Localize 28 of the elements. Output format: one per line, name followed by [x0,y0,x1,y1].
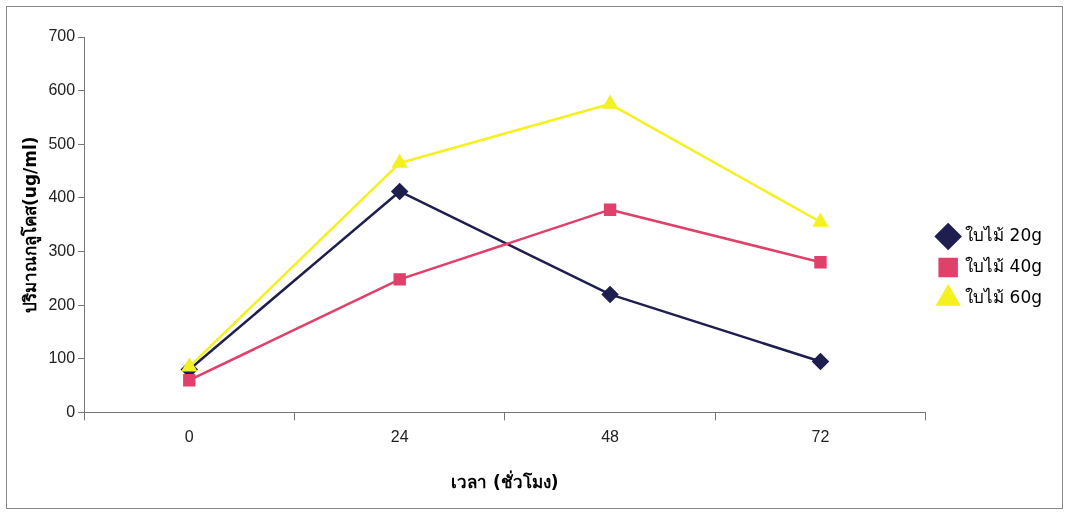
x-axis-title: เวลา (ชั่วโมง) [451,470,559,493]
y-tick-label: 500 [48,134,76,152]
point [603,203,617,216]
point [391,183,408,200]
point [392,154,407,168]
y-tick-label: 0 [66,402,76,420]
y-tick-label: 400 [48,188,76,206]
y-tick-label: 200 [48,295,76,313]
x-tick-label: 0 [184,428,194,446]
point [181,358,197,372]
point [393,273,406,286]
point [814,256,827,269]
y-tick-label: 300 [48,241,76,259]
x-tick-label: 24 [390,428,409,446]
legend-label: ใบไม้ 20g [965,224,1042,245]
point [183,374,196,387]
point [812,353,829,370]
point [602,95,618,109]
x-tick-label: 48 [601,428,620,446]
y-tick-label: 100 [48,349,76,367]
y-axis-title: ปริมาณกลูโคส(ug/ml) [19,136,42,313]
y-tick-label: 600 [48,81,76,99]
point [813,213,828,227]
point [601,286,619,303]
y-tick-label: 700 [48,27,76,45]
legend-label: ใบไม้ 40g [965,255,1042,276]
x-tick-label: 72 [811,428,830,446]
legend-label: ใบไม้ 60g [965,286,1042,307]
